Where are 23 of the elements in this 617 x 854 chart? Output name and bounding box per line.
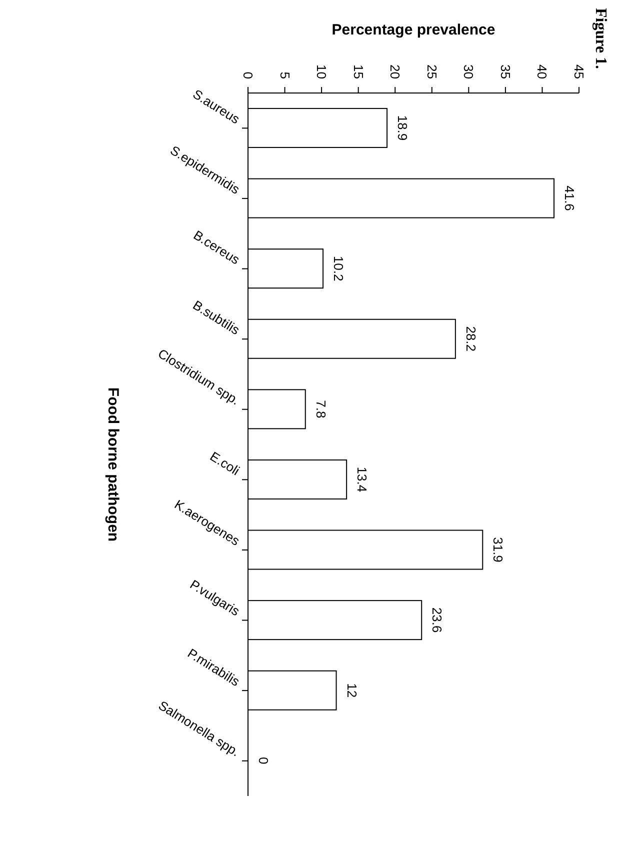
y-axis-title: Food borne pathogen: [104, 387, 122, 542]
x-tick-label: 10: [314, 64, 330, 79]
x-tick-label: 40: [534, 64, 550, 79]
x-tick-label: 20: [388, 64, 403, 79]
data-label: 28.2: [463, 326, 478, 352]
chart-title: Figure 1.: [591, 8, 609, 70]
data-label: 7.8: [313, 400, 328, 418]
data-label: 23.6: [430, 607, 445, 633]
x-tick-label: 35: [498, 64, 513, 79]
x-tick-label: 30: [461, 64, 476, 79]
x-tick-label: 0: [240, 72, 256, 79]
data-label: 0: [256, 757, 271, 764]
data-label: 41.6: [562, 186, 577, 211]
data-label: 12: [344, 683, 360, 698]
x-tick-label: 15: [350, 64, 366, 79]
x-axis-title: Percentage prevalence: [332, 22, 496, 38]
data-label: 13.4: [354, 466, 370, 492]
data-label: 10.2: [331, 256, 346, 282]
data-label: 18.9: [395, 115, 410, 141]
x-tick-label: 25: [424, 64, 440, 79]
x-tick-label: 45: [572, 64, 586, 79]
x-tick-label: 5: [277, 72, 292, 79]
data-label: 31.9: [490, 537, 506, 562]
